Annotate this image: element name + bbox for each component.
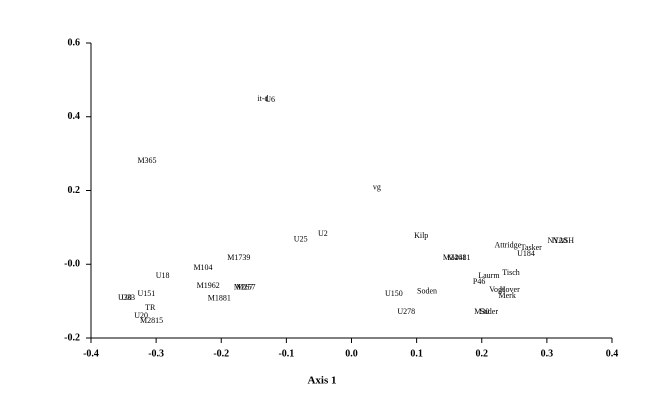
y-tick-label: 0.6 <box>68 37 81 48</box>
y-tick-label: -0.2 <box>64 332 80 343</box>
y-tick-label: 0.2 <box>68 185 81 196</box>
point-label: U6 <box>265 95 275 104</box>
y-tick-label: -0.0 <box>64 259 80 270</box>
point-label: NASH <box>552 236 574 245</box>
y-tick-label: 0.4 <box>68 111 81 122</box>
x-tick-label: 0.0 <box>345 348 358 359</box>
point-label: Sader <box>480 307 499 316</box>
point-label: U2 <box>318 229 328 238</box>
point-label: NY28 <box>548 236 568 245</box>
point-label: U20 <box>134 311 148 320</box>
point-label: Attridge <box>494 241 521 250</box>
point-label: Tasker <box>521 243 543 252</box>
x-tick-label: -0.1 <box>278 348 294 359</box>
point-label: M365 <box>137 156 156 165</box>
point-label: it-d <box>257 94 268 103</box>
point-label: U184 <box>517 249 535 258</box>
point-label: TR <box>145 303 156 312</box>
point-label: Hover <box>500 285 520 294</box>
x-tick-label: -0.2 <box>213 348 229 359</box>
x-tick-label: -0.3 <box>148 348 164 359</box>
point-label: M1739 <box>227 253 250 262</box>
x-tick-label: 0.2 <box>476 348 489 359</box>
point-label: M1962 <box>197 281 220 290</box>
point-label: U30 <box>118 293 132 302</box>
point-label: M2481 <box>447 253 470 262</box>
x-tick-label: 0.4 <box>606 348 619 359</box>
x-axis-title: Axis 1 <box>307 375 336 387</box>
point-label: vg <box>373 183 381 192</box>
point-label: Laurm <box>478 271 500 280</box>
point-label: Tisch <box>502 268 520 277</box>
point-label: M30 <box>474 307 489 316</box>
point-label: Merk <box>498 291 515 300</box>
point-label: Soden <box>417 287 437 296</box>
point-label: Vogt <box>489 285 505 294</box>
point-label: M2461 <box>443 253 466 262</box>
x-tick-label: 0.3 <box>541 348 554 359</box>
point-label: U25 <box>294 235 308 244</box>
point-label: M2815 <box>140 316 163 325</box>
x-tick-label: 0.1 <box>410 348 423 359</box>
point-label: U150 <box>385 289 403 298</box>
point-label: U151 <box>137 289 155 298</box>
x-tick-label: -0.4 <box>83 348 99 359</box>
point-label: M104 <box>193 263 212 272</box>
point-label: M267 <box>234 283 253 292</box>
point-label: U18 <box>156 271 170 280</box>
point-label: P46 <box>473 277 485 286</box>
point-label: M1881 <box>208 294 231 303</box>
point-label: U278 <box>397 307 415 316</box>
point-label: M257 <box>236 283 255 292</box>
point-label: U33 <box>121 293 135 302</box>
point-label: Kilp <box>414 231 428 240</box>
